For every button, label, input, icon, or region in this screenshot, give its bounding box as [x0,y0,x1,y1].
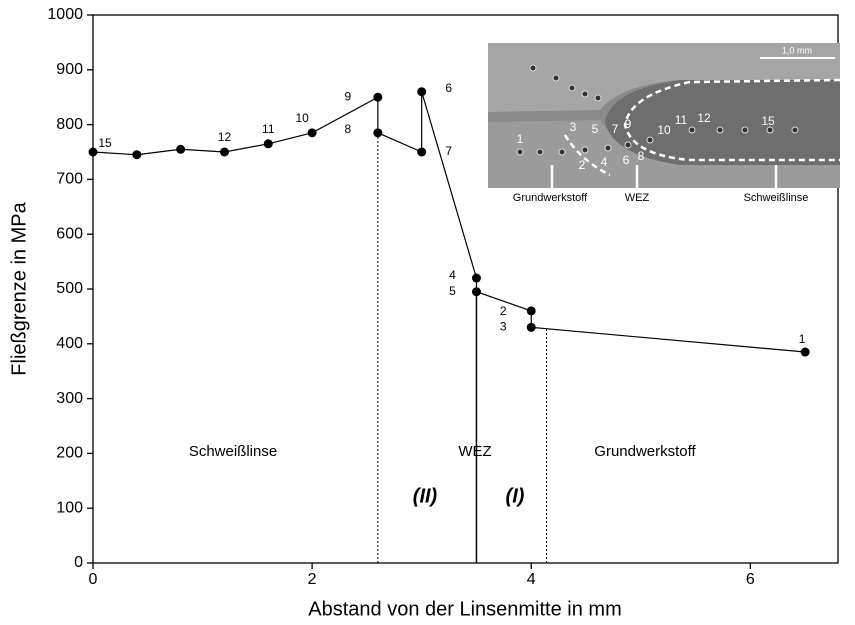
data-point [176,144,186,154]
inset-indent [688,126,696,134]
inset-number: 12 [697,111,711,125]
data-point [526,322,536,332]
point-label: 3 [500,320,507,334]
region-label: Grundwerkstoff [594,443,696,460]
region-label: (I) [506,485,525,507]
y-tick-label: 0 [74,554,83,571]
inset-number: 11 [675,113,688,127]
inset-number: 3 [570,120,577,134]
inset-number: 2 [579,158,586,172]
inset-indent [529,64,537,72]
inset-indent [594,94,602,102]
y-tick-label: 600 [56,225,83,242]
x-tick-label: 4 [527,571,536,588]
inset-indent [581,90,589,98]
y-tick-label: 100 [56,499,83,516]
inset-nugget [605,80,840,165]
point-label: 11 [262,122,275,136]
point-label: 8 [345,122,352,136]
inset-scale-label: 1,0 mm [782,45,812,55]
inset-indent [568,84,576,92]
data-point [88,147,98,157]
inset-indent [791,126,799,134]
inset-dash [563,134,611,177]
data-point [417,147,427,157]
inset-number: 6 [623,153,630,167]
point-label: 6 [445,81,452,95]
data-point [417,87,427,97]
point-label: 1 [799,332,806,346]
point-label: 4 [449,268,456,282]
x-tick-label: 2 [308,571,317,588]
y-tick-label: 400 [56,335,83,352]
y-tick-label: 300 [56,390,83,407]
y-tick-label: 1000 [47,6,83,23]
point-label: 2 [500,304,507,318]
data-point [219,147,229,157]
point-label: 10 [295,111,309,125]
inset-number: 1 [517,132,524,146]
inset-number: 8 [638,149,645,163]
point-label: 12 [218,130,232,144]
inset-sheet-bottom [488,120,840,188]
data-point [373,128,383,138]
x-tick-label: 0 [89,571,98,588]
inset-label: WEZ [625,192,650,204]
inset-sheet-top [488,43,840,112]
data-point [263,139,273,149]
x-tick-label: 6 [746,571,755,588]
point-label: 7 [445,144,452,158]
region-label: (II) [413,485,438,507]
inset-indent [581,146,589,154]
inset-label: Grundwerkstoff [513,192,588,204]
inset-indent [536,148,544,156]
y-tick-label: 500 [56,280,83,297]
data-point [800,347,810,357]
inset-number: 5 [592,122,599,136]
data-point [307,128,317,138]
y-tick-label: 800 [56,116,83,133]
y-axis-label: Fließgrenze in MPa [8,201,30,375]
region-label: WEZ [458,443,491,460]
inset-indent [624,141,632,149]
data-point [471,273,481,283]
inset-number: 7 [612,122,619,136]
point-label: 9 [345,89,352,103]
inset-indent [558,148,566,156]
y-tick-label: 200 [56,445,83,462]
region-label: Schweißlinse [189,443,277,460]
data-point [132,150,142,160]
inset-indent [646,136,654,144]
y-tick-label: 900 [56,61,83,78]
inset-number: 10 [657,123,671,137]
point-label: 15 [98,136,112,150]
x-axis-label: Abstand von der Linsenmitte in mm [308,598,622,620]
inset-indent [516,148,524,156]
inset-indent [604,144,612,152]
inset-indent [741,126,749,134]
data-point [471,287,481,297]
inset-indent [552,74,560,82]
y-tick-label: 700 [56,171,83,188]
point-label: 5 [449,284,456,298]
inset-label: Schweißlinse [744,192,809,204]
inset-dash [623,78,841,162]
inset-number: 15 [761,114,775,128]
inset-indent [716,126,724,134]
inset-number: 9 [625,117,632,131]
data-point [373,92,383,102]
inset-indent [766,126,774,134]
data-point [526,306,536,316]
inset-number: 4 [601,155,608,169]
